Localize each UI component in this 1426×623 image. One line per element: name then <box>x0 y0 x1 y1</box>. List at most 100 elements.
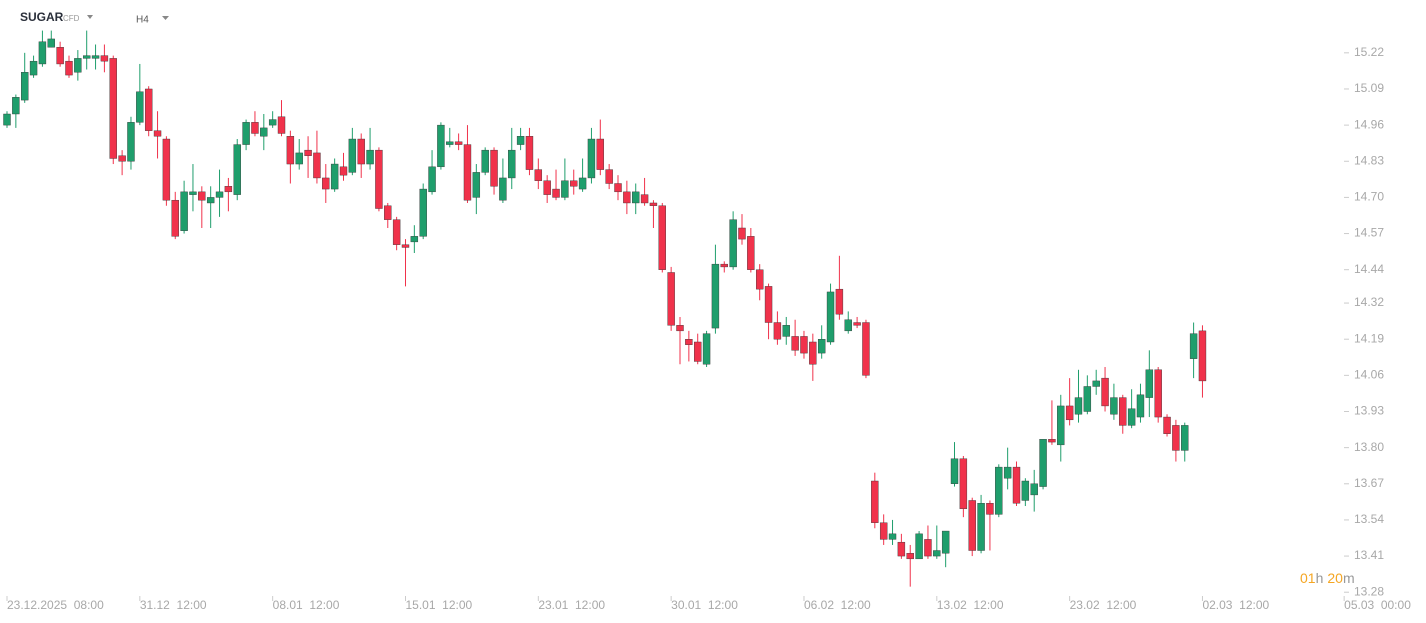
candle-body <box>817 339 826 354</box>
candle-body <box>1145 369 1154 398</box>
candle-body <box>596 138 605 170</box>
candle-body <box>1057 405 1065 446</box>
candle-body <box>1074 397 1083 415</box>
candle-body <box>463 144 472 201</box>
candle-body <box>995 466 1003 515</box>
candle-body <box>915 533 923 560</box>
dropdown-arrow[interactable] <box>162 16 169 20</box>
x-tick-label: 30.01 12:00 <box>671 598 738 612</box>
candle-body <box>862 322 870 376</box>
candle-body <box>764 286 773 323</box>
y-tick-label: 15.22 <box>1354 45 1384 59</box>
candle-body <box>339 166 348 176</box>
candle-body <box>153 130 162 137</box>
candle-body <box>38 41 47 65</box>
y-tick-label: 13.80 <box>1354 440 1384 454</box>
candle-body <box>809 341 817 365</box>
candle-body <box>729 219 737 268</box>
candle-body <box>516 136 525 145</box>
candle-body <box>215 191 224 198</box>
candle-body <box>47 38 55 48</box>
candle-body <box>251 122 259 134</box>
candle-body <box>605 169 613 184</box>
candle-body <box>800 336 808 354</box>
candle-body <box>1030 483 1038 496</box>
candle-body <box>782 325 790 337</box>
candle-body <box>1172 425 1180 451</box>
candle-body <box>12 97 20 115</box>
y-tick-label: 13.54 <box>1354 512 1384 526</box>
candle-body <box>437 124 445 168</box>
candle-body <box>1012 466 1021 504</box>
candle-body <box>277 116 286 134</box>
candle-body <box>472 172 481 198</box>
candle-body <box>570 180 578 187</box>
candle-body <box>198 191 206 201</box>
candle-body <box>171 199 179 237</box>
candle-body <box>180 191 188 231</box>
countdown-unit: m <box>1343 570 1355 586</box>
symbol[interactable]: SUGAR <box>20 10 64 24</box>
candle-body <box>392 219 401 245</box>
candle-body <box>454 141 463 145</box>
y-tick-label: 14.06 <box>1354 368 1384 382</box>
candle-body <box>667 272 675 326</box>
candle-body <box>826 291 835 343</box>
candle-body <box>738 227 746 240</box>
y-tick-label: 15.09 <box>1354 81 1384 95</box>
dropdown-arrow[interactable] <box>87 15 93 19</box>
candle-body <box>21 72 29 101</box>
countdown-hours: 01 <box>1300 570 1316 586</box>
candle-body <box>933 550 941 557</box>
candle-body <box>65 60 73 76</box>
candle-body <box>446 141 454 145</box>
candle-body <box>897 541 906 557</box>
candle-body <box>1136 394 1145 418</box>
candle-body <box>490 149 498 187</box>
candle-body <box>419 188 427 237</box>
candle-body <box>481 149 489 173</box>
x-tick-label: 31.12 12:00 <box>140 598 207 612</box>
candle-body <box>286 136 295 165</box>
candle-body <box>1092 380 1100 387</box>
candle-body <box>313 152 321 179</box>
candle-body <box>3 113 11 126</box>
candle-body <box>348 138 357 173</box>
candle-body <box>614 183 622 193</box>
y-tick-label: 13.67 <box>1354 476 1384 490</box>
x-tick-label: 13.02 12:00 <box>937 598 1004 612</box>
timeframe[interactable]: H4 <box>136 15 149 26</box>
candle-body <box>1003 466 1012 479</box>
candle-body <box>224 186 233 193</box>
candle-body <box>561 180 569 198</box>
candle-body <box>127 122 135 162</box>
x-tick-label: 23.12.2025 08:00 <box>7 598 104 612</box>
candle-body <box>676 325 684 332</box>
x-tick-label: 02.03 12:00 <box>1202 598 1269 612</box>
candle-body <box>322 177 330 190</box>
candle-body <box>74 58 82 73</box>
y-tick-label: 14.70 <box>1354 190 1384 204</box>
candle-body <box>640 194 649 204</box>
candle-body <box>330 163 339 190</box>
candle-body <box>658 205 666 270</box>
candle-body <box>100 55 109 62</box>
y-tick-label: 14.32 <box>1354 295 1384 309</box>
candle-body <box>755 269 764 290</box>
candle-body <box>91 55 100 59</box>
candle-body <box>295 152 303 165</box>
candle-body <box>109 58 117 159</box>
candle-body <box>1048 439 1056 443</box>
candle-body <box>941 530 950 554</box>
y-tick-label: 13.41 <box>1354 548 1384 562</box>
candle-body <box>82 55 91 59</box>
candle-body <box>888 533 897 540</box>
candle-body <box>871 480 879 523</box>
candle-body <box>118 155 126 162</box>
candle-body <box>623 191 631 204</box>
candle-body <box>959 458 968 510</box>
candle-body <box>853 322 861 326</box>
candle-body <box>587 138 596 179</box>
candle-body <box>1127 408 1136 426</box>
y-tick-label: 14.19 <box>1354 331 1384 345</box>
